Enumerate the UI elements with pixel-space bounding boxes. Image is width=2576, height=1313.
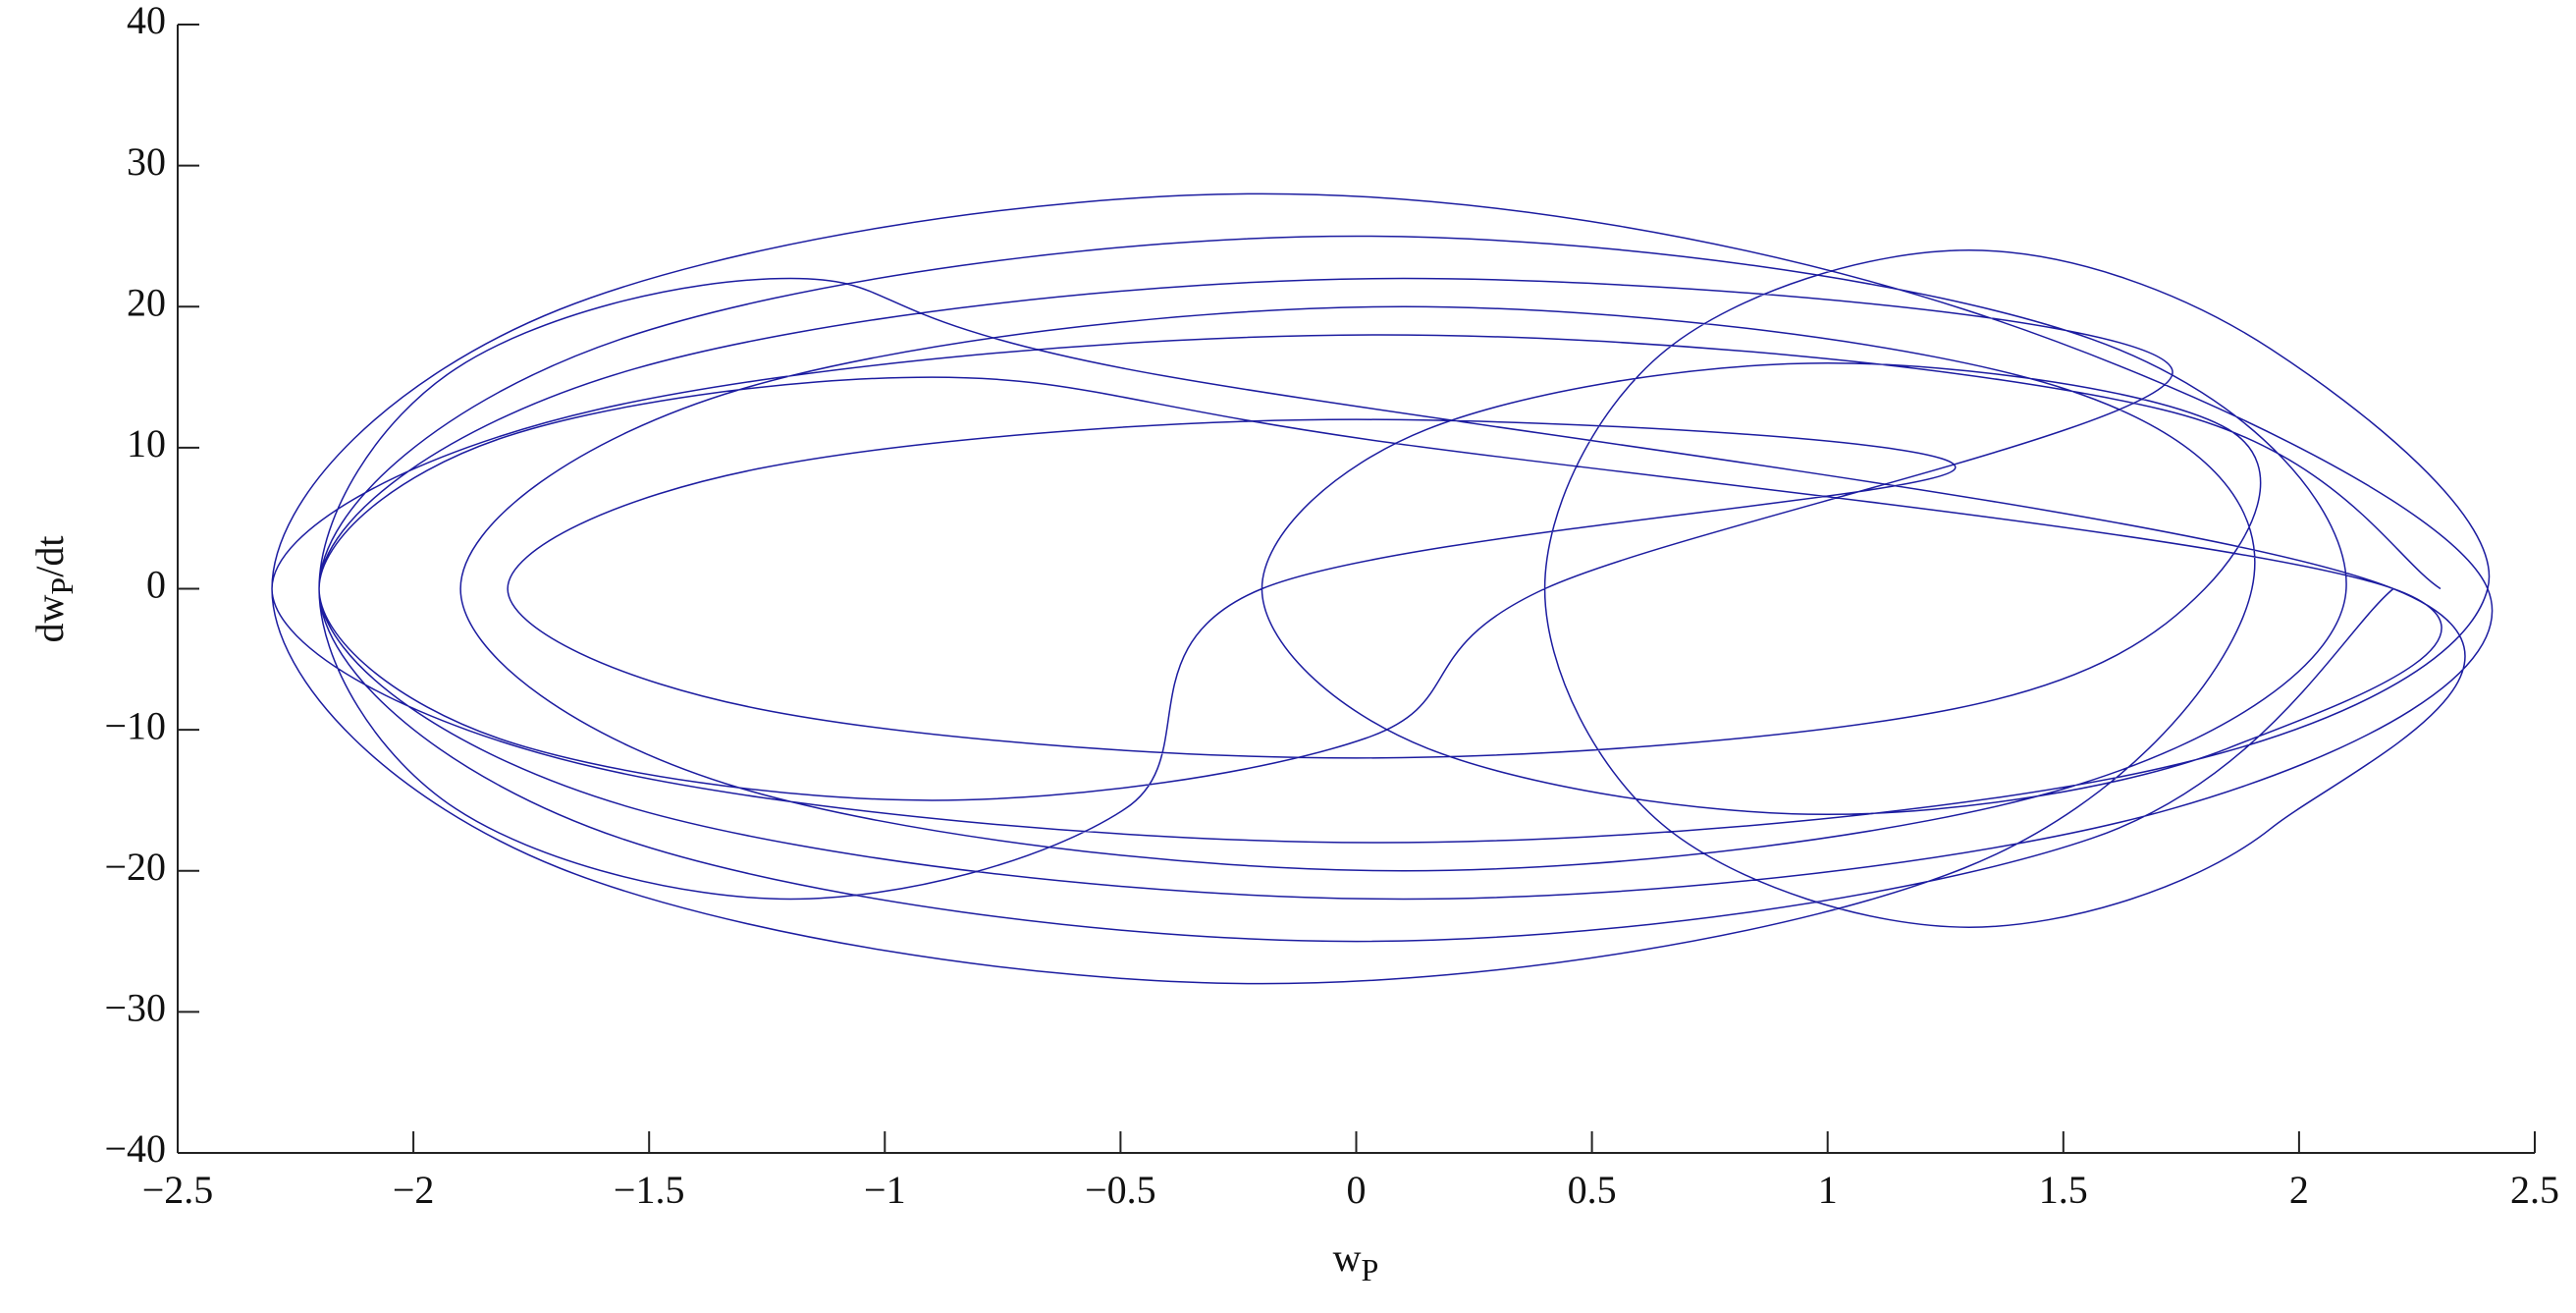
x-tick-label: −2: [393, 1168, 435, 1212]
x-tick-label: −1.5: [614, 1168, 685, 1212]
x-tick-label: 0.5: [1568, 1168, 1617, 1212]
y-tick-label: 0: [146, 563, 166, 607]
y-label-post: /dt: [27, 536, 72, 577]
x-axis-label: wP: [1333, 1235, 1379, 1287]
y-tick-label: 10: [127, 421, 166, 465]
y-tick-label: −40: [104, 1126, 166, 1171]
y-tick-label: −20: [104, 845, 166, 889]
y-axis-label: dwP/dt: [27, 536, 80, 643]
x-tick-label: −2.5: [142, 1168, 214, 1212]
x-tick-label: −1: [864, 1168, 906, 1212]
y-tick-label: 20: [127, 280, 166, 324]
y-tick-label: −30: [104, 986, 166, 1030]
x-label-main: w: [1333, 1235, 1362, 1280]
y-label-sub: P: [44, 577, 80, 595]
x-label-sub: P: [1362, 1252, 1379, 1287]
x-tick-label: −0.5: [1085, 1168, 1156, 1212]
y-tick-label: −10: [104, 703, 166, 747]
x-tick-label: 2.5: [2510, 1168, 2559, 1212]
y-tick-label: 30: [127, 139, 166, 184]
x-tick-label: 1.5: [2039, 1168, 2088, 1212]
y-label-pre: dw: [27, 594, 72, 642]
y-tick-label: 40: [127, 0, 166, 42]
x-tick-label: 0: [1347, 1168, 1367, 1212]
trajectory: [271, 192, 2494, 985]
x-tick-label: 2: [2289, 1168, 2309, 1212]
x-tick-label: 1: [1818, 1168, 1838, 1212]
